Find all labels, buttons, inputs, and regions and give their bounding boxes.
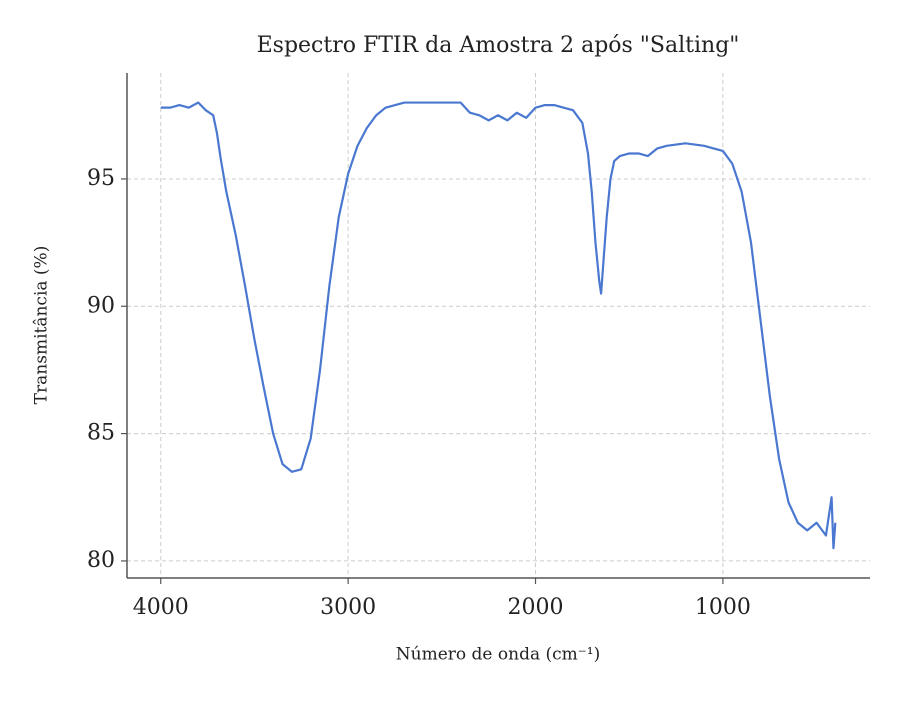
chart-title: Espectro FTIR da Amostra 2 após "Salting…: [257, 33, 740, 58]
x-tick-label: 2000: [508, 595, 564, 620]
spectrum-line: [160, 101, 837, 550]
x-tick-label: 4000: [133, 595, 189, 620]
y-tick-label: 85: [87, 421, 115, 446]
x-tick-label: 1000: [695, 595, 751, 620]
x-axis-label: Número de onda (cm⁻¹): [396, 645, 600, 665]
y-axis-label: Transmitância (%): [32, 246, 52, 405]
y-tick-label: 95: [87, 166, 115, 191]
x-tick-label: 3000: [320, 595, 376, 620]
y-tick-label: 90: [87, 293, 115, 318]
y-tick-label: 80: [87, 548, 115, 573]
